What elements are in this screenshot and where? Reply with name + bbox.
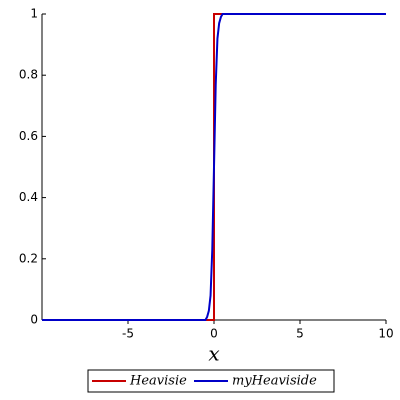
- x-tick-label: -5: [122, 327, 134, 341]
- x-axis-label: x: [208, 342, 219, 366]
- legend-label: myHeaviside: [232, 374, 317, 389]
- x-tick-label: 0: [210, 327, 218, 341]
- y-tick-label: 0: [30, 313, 38, 327]
- x-tick-label: 5: [296, 327, 304, 341]
- y-tick-label: 0.4: [19, 190, 38, 204]
- legend-label: Heavisie: [129, 374, 187, 389]
- y-tick-label: 0.2: [19, 251, 38, 265]
- line-series: [42, 13, 386, 321]
- y-tick-label: 1: [30, 7, 38, 21]
- y-tick-label: 0.6: [19, 129, 38, 143]
- y-tick-label: 0.8: [19, 68, 38, 82]
- legend-box: [87, 369, 335, 393]
- x-tick-label: 10: [378, 327, 393, 341]
